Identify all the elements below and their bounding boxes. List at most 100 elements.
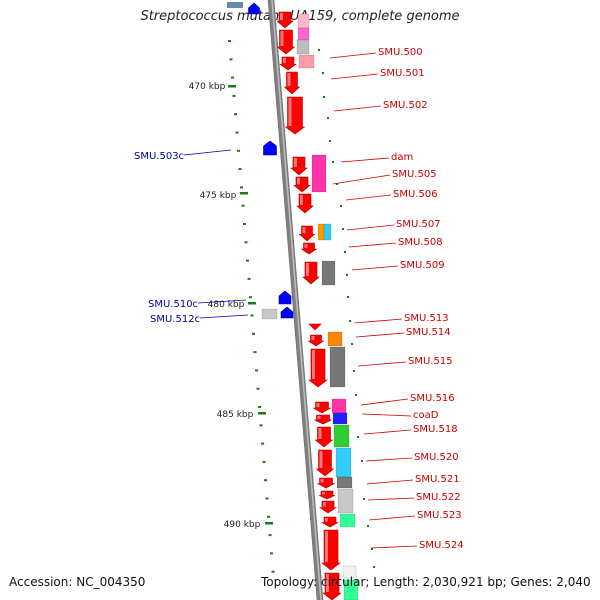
label-leader-lines [183,52,418,549]
gene-label-forward: SMU.518 [413,424,458,435]
gene-label-forward: SMU.520 [414,452,459,463]
reverse-leader-line [183,149,232,156]
scale-minor-tick [232,94,236,97]
feature-marker-dot [367,525,369,527]
forward-leader-line [351,265,399,271]
reverse-gene-arrow [278,290,292,305]
arrow-shine [320,479,324,483]
gene-label-forward: SMU.524 [419,540,464,551]
arrow-shine [319,451,323,468]
gene-category-box [332,412,348,425]
genome-backbone [267,0,324,600]
scale-minor-tick [253,351,257,354]
feature-marker-dot [340,205,342,207]
arrow-shine [283,58,286,64]
scale-minor-tick [267,515,271,518]
forward-gene-arrow [314,426,334,448]
forward-gene-arrow [276,11,294,29]
scale-minor-tick [238,168,242,171]
arrow-shine [280,13,283,20]
forward-gene-arrow [290,156,308,176]
forward-gene-arrow-small [308,323,322,331]
gene-category-box [227,2,243,8]
gene-label-forward: SMU.501 [380,68,425,79]
forward-leader-line [357,361,407,367]
forward-leader-line [333,105,382,112]
forward-gene-arrow [308,348,328,388]
feature-marker-dot [351,343,353,345]
feature-marker-dot [357,436,359,438]
scale-minor-tick [258,406,262,408]
forward-leader-line [329,52,377,59]
forward-leader-line [370,545,418,549]
gene-labels: SMU.500 SMU.501 SMU.502 dam SMU.505 SMU.506 SM… [134,47,464,551]
arrow-shine [287,73,291,86]
scale-minor-tick [235,131,239,134]
scale-label: 480 kbp [208,300,245,310]
forward-gene-arrow [317,477,335,489]
gene-category-box [317,223,325,241]
feature-marker-dot [332,161,334,163]
forward-leader-line [345,194,392,201]
forward-gene-arrow [314,414,332,425]
gene-category-box [296,39,310,55]
scale-minor-tick [237,149,241,152]
forward-leader-line [360,398,409,406]
scale-minor-tick [256,387,260,390]
feature-marker-dot [363,498,365,500]
reverse-leader-line [199,314,249,319]
arrow-shine [316,403,320,408]
reverse-gene-arrow [280,306,294,319]
forward-leader-line [355,332,405,338]
gene-category-box [339,513,356,528]
forward-gene-arrow [283,71,301,95]
gene-category-box [335,447,352,478]
arrow-shine [325,531,328,562]
scale-minor-tick [246,259,250,262]
forward-leader-line [332,174,391,185]
arrow-shine [312,350,315,379]
gene-category-box [327,331,343,347]
arrow-shine [288,98,292,126]
gene-label-forward: SMU.509 [400,260,445,271]
forward-gene-arrow [319,500,337,514]
forward-gene-arrow [293,176,311,193]
arrow-shine [325,518,328,522]
forward-gene-arrow [298,225,316,242]
forward-leader-line [348,242,397,248]
feature-marker-dot [336,183,338,185]
scale-minor-tick [229,58,233,61]
gene-category-box [298,54,315,69]
feature-marker-dot [373,566,375,568]
feature-marker-dot [323,96,325,98]
scale-minor-tick [240,186,244,189]
feature-track [227,2,375,600]
forward-gene-arrow [302,261,320,285]
gene-label-forward: SMU.502 [383,100,428,111]
scale-minor-tick [268,534,272,537]
scale-track: 470 kbp 475 kbp 480 kbp 485 kbp 490 kbp [189,40,275,573]
gene-category-box [297,13,310,29]
scale-major-tick [265,522,273,525]
gene-label-reverse: SMU.503c [134,151,184,162]
feature-marker-dot [327,117,329,119]
gene-category-box [343,579,359,600]
forward-leader-line [366,479,414,485]
scale-major-tick [228,85,236,88]
forward-gene-arrow [279,56,297,71]
scale-minor-tick [234,113,238,116]
scale-minor-tick [243,223,247,225]
gene-label-forward: SMU.505 [392,169,437,180]
gene-label-reverse: SMU.510c [148,299,198,310]
scale-minor-tick [252,332,256,335]
feature-marker-dot [342,228,344,230]
forward-gene-arrow [321,529,341,571]
gene-category-box [333,424,350,448]
reverse-gene-arrow [248,2,260,15]
scale-minor-tick [262,460,266,463]
gene-label-forward: SMU.514 [406,327,451,338]
forward-leader-line [368,515,416,521]
arrow-shine [306,263,309,276]
forward-leader-line [354,318,403,324]
